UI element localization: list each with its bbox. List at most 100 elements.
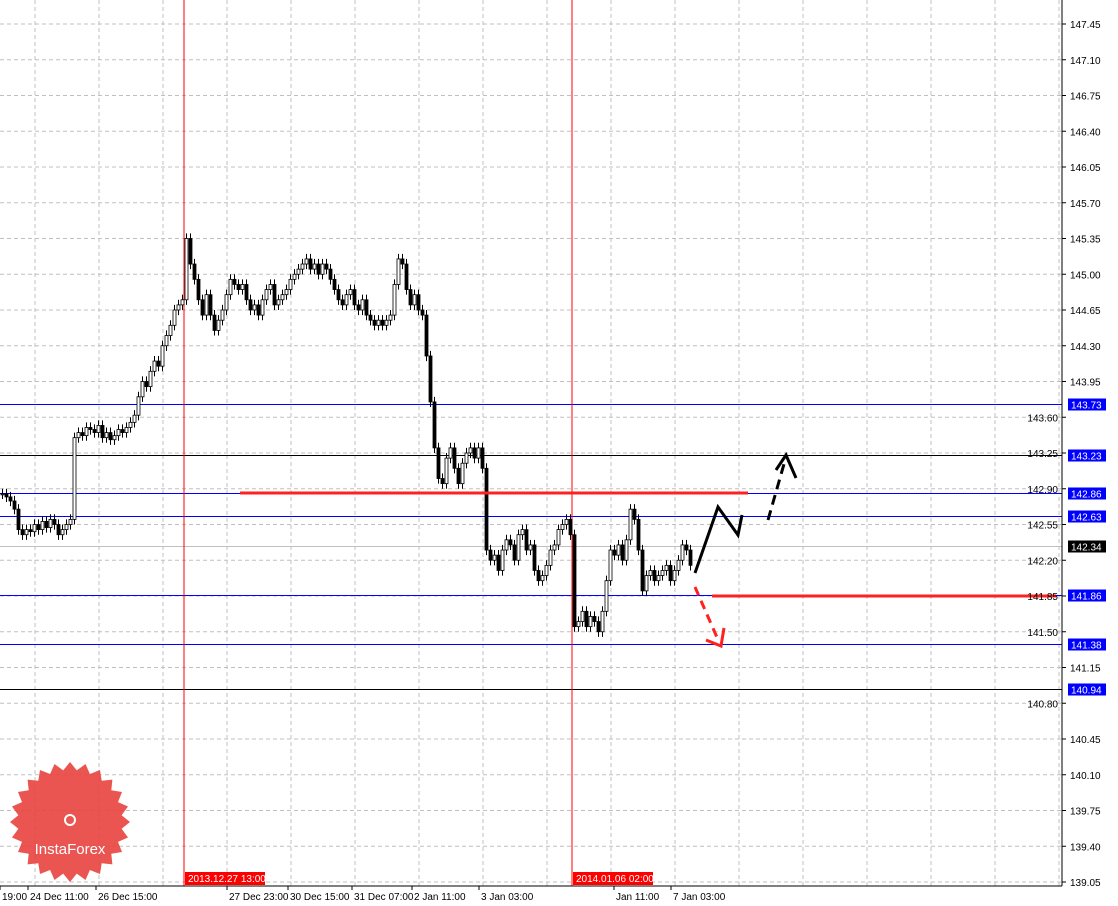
price-axis: 147.45 147.10 146.75 146.40 146.05 145.70 145.… [1027,20,1101,889]
candle [116,424,121,441]
candle [624,534,629,566]
candle [164,330,169,351]
y-tick-label: 143.60 [1027,413,1058,424]
y-tick-label: 140.45 [1070,735,1101,746]
y-tick-label: 143.95 [1070,378,1101,389]
y-tick-label: 142.55 [1027,521,1058,532]
candle [284,284,289,300]
candle [172,304,177,331]
candle [360,294,365,316]
y-tick-label: 143.25 [1027,449,1058,460]
candle [580,606,585,627]
level-badge [1068,540,1106,553]
candle [524,524,529,556]
candle [436,442,441,484]
candle [132,410,137,428]
candle [440,473,445,489]
candle [12,495,17,515]
x-tick-label: 30 Dec 15:00 [290,892,350,903]
candle [40,516,45,535]
highlighted-time-badge [573,872,653,885]
x-tick-label: Jan 11:00 [616,892,660,903]
y-tick-label: 144.30 [1070,342,1101,353]
candle [328,264,333,285]
candle [64,519,69,535]
candle [232,274,237,290]
candle [424,310,429,362]
candle [396,253,401,290]
candle [564,514,569,530]
candle [352,284,357,310]
candle [80,427,85,441]
candle [192,258,197,285]
candle [508,534,513,551]
candle [492,550,497,566]
candle [144,376,149,392]
candle [348,284,353,300]
highlighted-time-badge [185,872,265,885]
candle [264,284,269,305]
candle [308,253,313,275]
vertical-markers [183,0,573,886]
level-badge-label: 140.94 [1071,686,1102,697]
candle [92,424,97,438]
candle [628,504,633,545]
candle [520,524,525,540]
candle [112,430,117,445]
candle [276,294,281,310]
candle [660,565,665,581]
candle [516,529,521,566]
candle [672,565,677,586]
candle [288,274,293,295]
y-tick-label: 139.05 [1070,878,1101,889]
candle [152,355,157,377]
candle [32,519,37,537]
candle [408,284,413,310]
candle [268,279,273,295]
level-badge [1068,510,1106,523]
y-tick-label: 141.50 [1027,628,1058,639]
candle [0,488,5,499]
candle [304,253,309,270]
level-badge-label: 141.38 [1071,641,1102,652]
candle [204,289,209,321]
y-tick-label: 146.75 [1070,92,1101,103]
candle [636,514,641,556]
candle [484,463,489,556]
candle [356,299,361,316]
y-tick-label: 141.15 [1070,664,1101,675]
candle [320,258,325,280]
candle [200,294,205,321]
bear-arrowhead-icon [705,627,726,649]
instaforex-logo: InstaForex [10,762,130,882]
level-badge-label: 143.73 [1071,401,1102,412]
candle [468,442,473,459]
candle [300,258,305,275]
candle [252,299,257,316]
candle [448,442,453,464]
candle [460,458,465,489]
candle [568,514,573,540]
candle [84,422,89,441]
candle [444,453,449,489]
candle [560,519,565,535]
candle [180,294,185,310]
x-tick-label: 24 Dec 11:00 [30,892,89,903]
candle [364,294,369,321]
logo-text: InstaForex [35,841,106,858]
candle [656,570,661,586]
candle [676,555,681,576]
candle [620,539,625,566]
level-badges: 143.73 143.23 142.86 142.63 142.34 141.86 141.… [1068,398,1106,697]
candle [20,524,25,540]
y-tick-label: 142.90 [1027,485,1058,496]
candle [8,491,13,507]
candle [488,544,493,566]
x-tick-label: 27 Dec 23:00 [229,892,289,903]
candle [4,488,9,503]
candle [68,514,73,530]
level-badge-label: 142.63 [1071,513,1102,524]
candle [176,299,181,316]
candle [548,544,553,571]
candle [292,269,297,285]
